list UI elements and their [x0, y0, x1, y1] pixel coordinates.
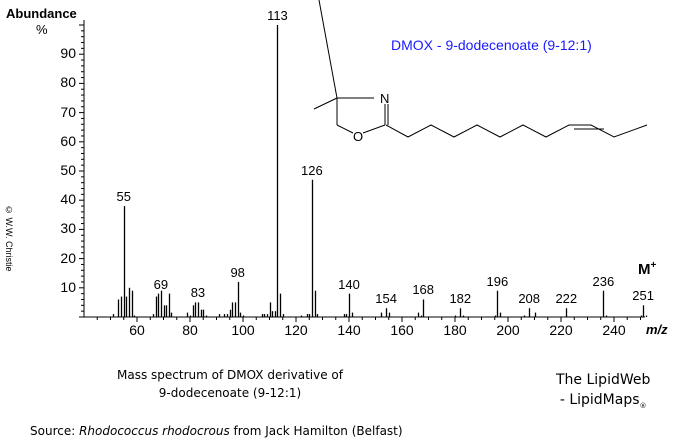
x-tick-label: 120 [284, 322, 308, 338]
peak-label: 222 [555, 291, 578, 307]
x-tick-label: 240 [602, 322, 626, 338]
molecular-ion-M: M [638, 261, 651, 278]
source-prefix: Source: [30, 424, 80, 438]
y-tick-label: 80 [60, 74, 76, 91]
figure-caption: Mass spectrum of DMOX derivative of 9-do… [90, 366, 370, 402]
oxygen-atom: O [353, 129, 363, 144]
peak-label: 55 [116, 189, 131, 205]
y-tick-label: 20 [60, 249, 76, 266]
y-tick-label: 10 [60, 278, 76, 295]
peak-label: 154 [375, 291, 397, 307]
peak-label: 69 [153, 276, 169, 292]
peak-label: 251 [632, 288, 654, 304]
x-axis-label: m/z [646, 322, 668, 337]
caption-line-1: Mass spectrum of DMOX derivative of [117, 368, 343, 382]
x-tick-label: 200 [496, 322, 520, 338]
peak-label: 208 [518, 291, 541, 307]
copyright-text: © W.W. Christie [4, 205, 14, 272]
compound-title: DMOX - 9-dodecenoate (9-12:1) [391, 37, 592, 53]
peak-label: 182 [449, 291, 472, 307]
source-line: Source: Rhodococcus rhodocrous from Jack… [30, 424, 403, 438]
brand-label: The LipidWeb - LipidMaps® [556, 370, 650, 416]
registered-mark: ® [639, 401, 647, 410]
peak-label: 168 [412, 282, 435, 298]
y-axis-label: Abundance [6, 6, 77, 21]
nitrogen-atom: N [380, 91, 389, 106]
chart-axes [79, 20, 645, 322]
source-organism: Rhodococcus rhodocrous [79, 424, 230, 438]
x-tick-label: 140 [337, 322, 361, 338]
x-tick-label: 80 [182, 322, 198, 338]
peak-label: 236 [592, 273, 615, 289]
x-tick-label: 160 [390, 322, 414, 338]
peak-label: 83 [190, 285, 206, 301]
peak-label: 196 [486, 273, 509, 289]
peak-label: 126 [301, 162, 323, 178]
brand-line-2: - LipidMaps® [556, 390, 650, 416]
source-suffix: from Jack Hamilton (Belfast) [229, 424, 403, 438]
brand-line-1: The LipidWeb [556, 372, 651, 388]
molecular-ion-charge: + [650, 260, 657, 271]
brand-line-2-text: - LipidMaps [559, 392, 640, 408]
x-tick-label: 180 [443, 322, 467, 338]
molecular-ion-label: M+ [638, 260, 656, 278]
spectrum-peaks [112, 25, 648, 317]
x-tick-label: 220 [549, 322, 573, 338]
x-tick-label: 100 [231, 322, 255, 338]
chemical-structure: N O [313, 0, 648, 144]
peak-label: 98 [230, 264, 245, 280]
peak-label: 113 [267, 8, 288, 23]
x-tick-label: 60 [129, 322, 145, 338]
y-axis-unit: % [36, 22, 48, 37]
y-tick-label: 90 [60, 45, 76, 62]
y-tick-label: 50 [60, 162, 76, 178]
y-tick-label: 30 [60, 220, 76, 237]
caption-line-2: 9-dodecenoate (9-12:1) [158, 386, 302, 400]
y-tick-label: 70 [60, 103, 76, 120]
y-tick-label: 40 [60, 191, 76, 208]
peak-label: 140 [338, 276, 360, 292]
y-tick-label: 60 [60, 132, 76, 149]
